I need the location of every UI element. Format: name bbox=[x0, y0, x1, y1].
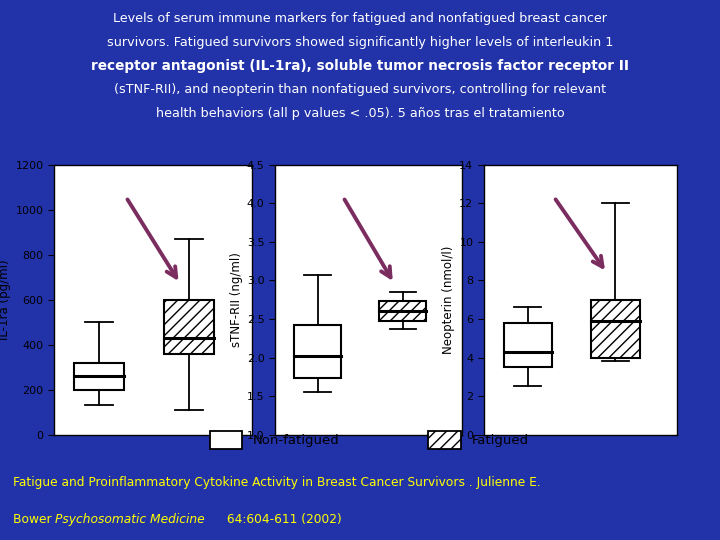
Text: Fatigued: Fatigued bbox=[472, 434, 528, 447]
Text: (sTNF-RII), and neopterin than nonfatigued survivors, controlling for relevant: (sTNF-RII), and neopterin than nonfatigu… bbox=[114, 83, 606, 96]
Text: survivors. Fatigued survivors showed significantly higher levels of ​interleukin: survivors. Fatigued survivors showed sig… bbox=[107, 36, 613, 49]
Y-axis label: Neopterin (nmol/l): Neopterin (nmol/l) bbox=[442, 246, 455, 354]
Bar bbox=[591, 300, 639, 357]
Bar bbox=[294, 325, 341, 379]
Text: Bower: Bower bbox=[13, 512, 55, 525]
Bar bbox=[210, 431, 243, 449]
Y-axis label: IL-1ra (pg/ml): IL-1ra (pg/ml) bbox=[0, 259, 12, 340]
Text: receptor antagonist (IL-1ra), soluble tumor necrosis factor receptor II: receptor antagonist (IL-1ra), soluble tu… bbox=[91, 59, 629, 73]
Bar bbox=[379, 301, 426, 321]
Bar bbox=[503, 323, 552, 367]
Bar bbox=[74, 363, 124, 390]
Text: Psychosomatic Medicine: Psychosomatic Medicine bbox=[55, 512, 204, 525]
Bar bbox=[164, 300, 214, 354]
Text: 64:604-611 (2002): 64:604-611 (2002) bbox=[223, 512, 342, 525]
Text: Fatigue and Proinflammatory Cytokine Activity in Breast Cancer Survivors . Julie: Fatigue and Proinflammatory Cytokine Act… bbox=[13, 476, 541, 489]
Text: Levels of serum immune markers for fatigued and nonfatigued breast cancer: Levels of serum immune markers for fatig… bbox=[113, 12, 607, 25]
Text: Non-fatigued: Non-fatigued bbox=[253, 434, 339, 447]
Bar bbox=[428, 431, 462, 449]
Text: health behaviors (all p values < .05). 5 años tras el tratamiento: health behaviors (all p values < .05). 5… bbox=[156, 107, 564, 120]
Y-axis label: sTNF-RII (ng/ml): sTNF-RII (ng/ml) bbox=[230, 252, 243, 347]
